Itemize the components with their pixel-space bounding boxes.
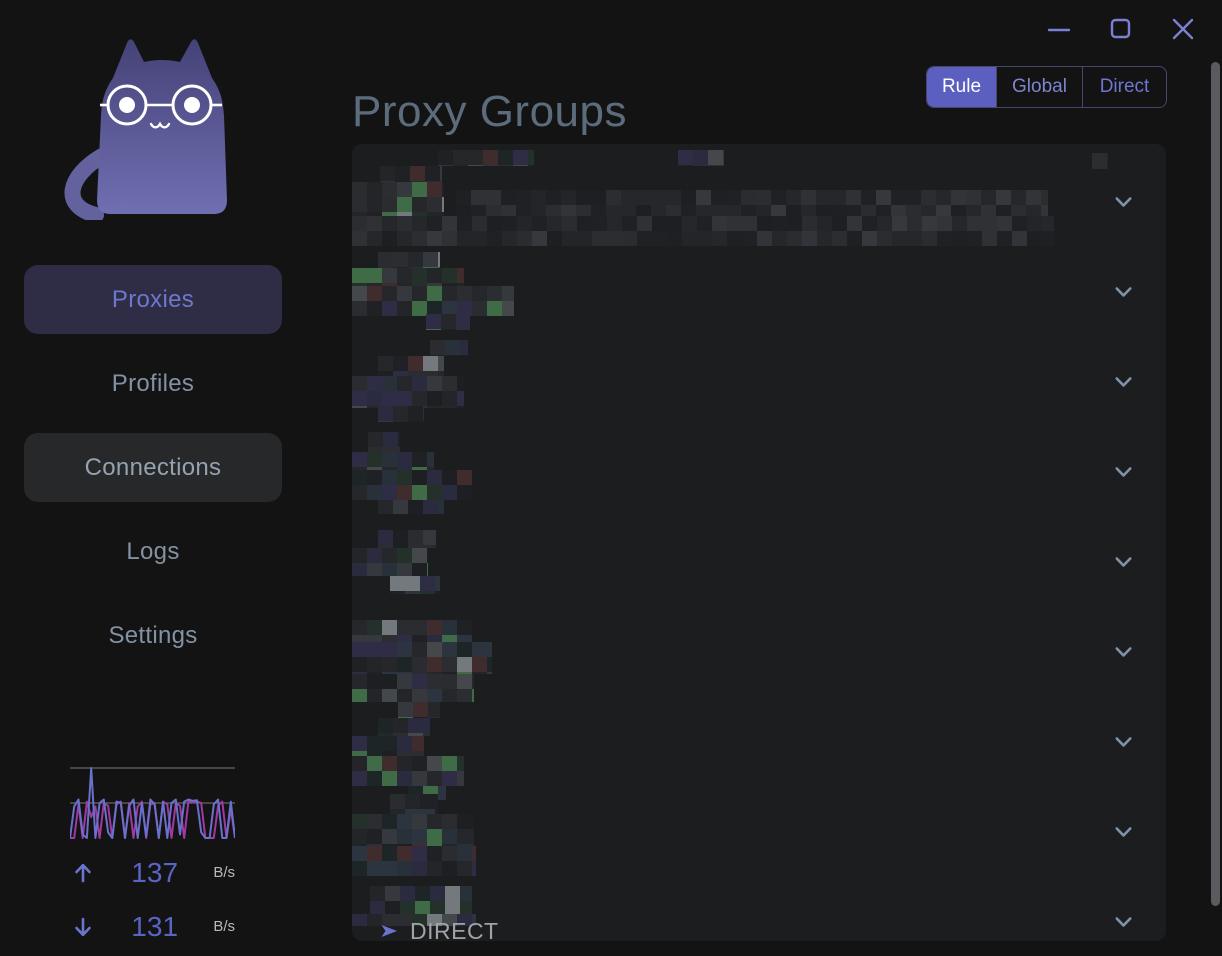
- chevron-down-icon[interactable]: [1110, 728, 1137, 755]
- censored-mosaic: [352, 548, 428, 576]
- proxy-groups-list: [352, 144, 1166, 941]
- upload-speed-unit: B/s: [213, 863, 235, 881]
- titlebar-controls: [1046, 16, 1196, 42]
- censored-mosaic: [378, 356, 444, 376]
- arrow-down-icon: [75, 917, 91, 937]
- cat-eye-right: [184, 97, 200, 113]
- sidebar-item-proxies[interactable]: Proxies: [24, 265, 282, 334]
- mode-toggle: Rule Global Direct: [926, 66, 1167, 108]
- censored-mosaic: [352, 470, 472, 500]
- proxy-group-row[interactable]: [352, 606, 1166, 696]
- chevron-down-icon[interactable]: [1110, 818, 1137, 845]
- maximize-icon: [1110, 18, 1131, 39]
- chevron-down-icon[interactable]: [1110, 368, 1137, 395]
- chevron-down-icon[interactable]: [1110, 638, 1137, 665]
- mode-button-rule[interactable]: Rule: [927, 67, 997, 107]
- cat-eye-left: [119, 97, 135, 113]
- proxy-group-row[interactable]: [352, 336, 1166, 426]
- sidebar-item-connections[interactable]: Connections: [24, 433, 282, 502]
- censored-mosaic: [352, 452, 434, 470]
- censored-mosaic: [352, 216, 1054, 246]
- censored-mosaic: [352, 846, 476, 876]
- upload-traffic: 137 B/s: [70, 856, 235, 890]
- cat-mouth: [149, 121, 171, 129]
- chevron-down-icon[interactable]: [1110, 188, 1137, 215]
- censored-mosaic: [378, 406, 424, 422]
- censored-mosaic: [398, 702, 440, 718]
- censored-mosaic: [352, 642, 492, 674]
- censored-mosaic: [1092, 153, 1108, 169]
- sidebar: Proxies Profiles Connections Logs Settings 1…: [0, 0, 305, 956]
- page-title: Proxy Groups: [352, 87, 627, 137]
- censored-mosaic: [370, 886, 472, 914]
- censored-mosaic: [352, 286, 514, 316]
- proxy-node-direct[interactable]: DIRECT: [352, 914, 1166, 941]
- cat-glasses: [100, 84, 222, 126]
- close-button[interactable]: [1170, 16, 1196, 42]
- download-speed-unit: B/s: [213, 917, 235, 935]
- download-speed-value: 131: [131, 911, 179, 942]
- chevron-down-icon[interactable]: [1110, 548, 1137, 575]
- download-traffic: 131 B/s: [70, 910, 235, 944]
- censored-mosaic: [456, 190, 1048, 218]
- censored-mosaic: [390, 576, 440, 594]
- censored-mosaic: [678, 150, 724, 166]
- mode-button-global[interactable]: Global: [997, 67, 1083, 107]
- censored-mosaic: [438, 150, 534, 166]
- chevron-down-icon[interactable]: [1110, 458, 1137, 485]
- proxy-group-row[interactable]: [352, 516, 1166, 606]
- censored-mosaic: [352, 620, 472, 642]
- upload-line: [70, 767, 235, 839]
- cat-tail: [64, 148, 110, 223]
- maximize-button[interactable]: [1108, 16, 1134, 42]
- censored-mosaic: [352, 736, 424, 756]
- mode-button-direct[interactable]: Direct: [1083, 67, 1166, 107]
- censored-mosaic: [352, 914, 476, 926]
- app-logo-cat: [46, 28, 236, 223]
- censored-mosaic: [352, 756, 464, 786]
- sidebar-item-profiles[interactable]: Profiles: [111, 369, 195, 397]
- proxy-group-row[interactable]: [352, 426, 1166, 516]
- proxy-group-row[interactable]: [352, 696, 1166, 786]
- proxy-group-row[interactable]: [352, 246, 1166, 336]
- traffic-graph: [70, 767, 235, 839]
- censored-mosaic: [378, 252, 440, 268]
- proxy-group-row[interactable]: [352, 876, 1166, 941]
- censored-mosaic: [426, 314, 470, 330]
- censored-mosaic: [378, 500, 444, 514]
- censored-mosaic: [352, 376, 464, 408]
- censored-mosaic: [352, 674, 474, 702]
- chevron-down-icon[interactable]: [1110, 278, 1137, 305]
- censored-mosaic: [390, 794, 438, 814]
- proxy-groups-panel: DIRECT: [352, 144, 1166, 941]
- proxy-group-row[interactable]: [352, 786, 1166, 876]
- close-icon: [1172, 18, 1194, 40]
- selected-node-arrow-icon: [381, 925, 397, 937]
- censored-mosaic: [430, 340, 468, 356]
- censored-mosaic: [368, 432, 400, 452]
- minimize-icon: [1047, 28, 1071, 32]
- scrollbar-thumb[interactable]: [1211, 62, 1220, 906]
- sidebar-item-logs[interactable]: Logs: [126, 537, 180, 565]
- censored-mosaic: [378, 530, 436, 548]
- proxy-node-label: DIRECT: [410, 917, 499, 942]
- chevron-down-icon[interactable]: [1110, 908, 1137, 935]
- upload-speed-value: 137: [131, 857, 179, 888]
- sidebar-item-settings[interactable]: Settings: [108, 621, 198, 649]
- arrow-up-icon: [75, 863, 91, 883]
- censored-mosaic: [352, 814, 474, 846]
- proxy-group-row[interactable]: [352, 156, 1166, 246]
- minimize-button[interactable]: [1046, 16, 1072, 42]
- censored-mosaic: [352, 268, 464, 286]
- censored-mosaic: [378, 718, 430, 736]
